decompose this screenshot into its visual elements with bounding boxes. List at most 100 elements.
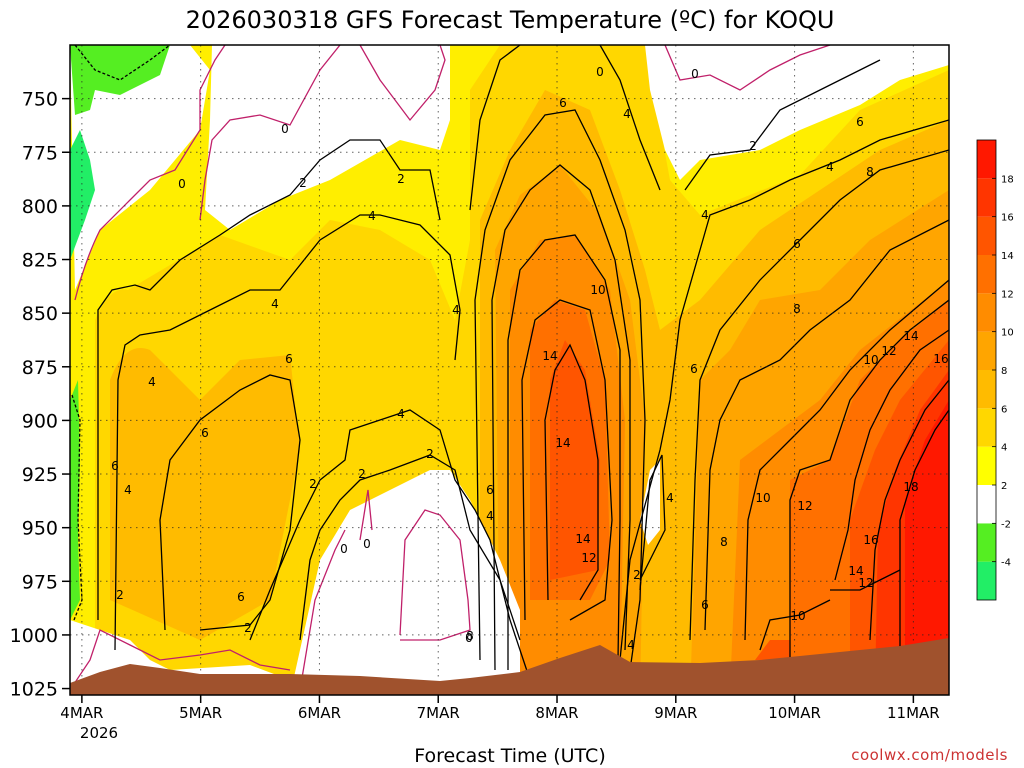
contour-8C-right [704, 219, 949, 631]
contour-label: 4 [826, 160, 834, 174]
y-tick-label: 1025 [10, 679, 58, 701]
contour-label: 2 [633, 568, 641, 582]
contour-2C-right [639, 59, 881, 591]
colorbar-tick-label: 8 [1001, 366, 1007, 377]
colorbar-segment [977, 370, 996, 409]
contour-16C [869, 379, 949, 641]
contour-label: 4 [124, 483, 132, 497]
contour-label: 2 [116, 588, 124, 602]
contour-label: 12 [858, 576, 873, 590]
fill-warm-12C [530, 300, 949, 690]
contour-label: 6 [201, 426, 209, 440]
colorbar-segment [977, 293, 996, 332]
contour-label: 0 [281, 122, 289, 136]
x-tick-label: 4MAR [60, 704, 103, 722]
contour-label: 4 [623, 107, 631, 121]
x-tick-label: 7MAR [417, 704, 460, 722]
contour-label: 0 [465, 631, 473, 645]
contour-10C-left [507, 234, 621, 670]
contour-label: 6 [111, 459, 119, 473]
contour-label: 10 [590, 283, 605, 297]
contour-label: 4 [701, 208, 709, 222]
colorbar-tick-label: 14 [1001, 251, 1014, 262]
colorbar-tick-label: 4 [1001, 443, 1007, 454]
contour-4C-right [469, 45, 949, 661]
contour-12C-right [789, 299, 949, 660]
contour-label: 4 [271, 297, 279, 311]
contour-label: 14 [848, 564, 863, 578]
grid-layer [70, 45, 949, 695]
contour-label: 12 [797, 499, 812, 513]
contour-label: 2 [299, 176, 307, 190]
colorbar-segment [977, 523, 996, 562]
y-tick-label: 975 [22, 571, 58, 593]
colorbar-tick-label: -2 [1001, 519, 1011, 530]
contour-0C-upper-left [74, 45, 226, 301]
x-axis: 4MAR 5MAR 6MAR 7MAR 8MAR 9MAR 10MAR 11MAR [60, 695, 940, 722]
contour-6C-right [474, 109, 949, 671]
contour-0C-lower-mid [299, 489, 471, 691]
contour-label: 2 [244, 621, 252, 635]
contour-label: 0 [178, 177, 186, 191]
colorbar-tick-label: 6 [1001, 404, 1007, 415]
contour-label: 4 [397, 407, 405, 421]
surface-terrain [70, 638, 949, 695]
colorbar-segment [977, 255, 996, 294]
contour-label: 2 [749, 139, 757, 153]
contour-label: 6 [856, 115, 864, 129]
colorbar-segment [977, 561, 996, 600]
colorbar: 18 16 14 12 10 8 6 4 2 -2 -4 [976, 139, 1014, 601]
y-tick-label: 875 [22, 357, 58, 379]
contour-label: 4 [452, 303, 460, 317]
contour-2C-left [97, 139, 441, 620]
contour-label: 14 [542, 349, 557, 363]
contour-label: 4 [666, 491, 674, 505]
y-tick-label: 750 [22, 89, 58, 111]
fill-warm-18C [905, 400, 949, 650]
contour-8C-left [491, 164, 631, 671]
colorbar-segment [977, 178, 996, 217]
fill-cold-below-minus4C [70, 130, 95, 260]
contour-label: 8 [866, 165, 874, 179]
contour-label: 8 [793, 302, 801, 316]
plot-frame [69, 44, 950, 696]
colorbar-tick-label: 2 [1001, 481, 1007, 492]
contour-label: 8 [466, 629, 474, 643]
contour-label: 2 [358, 467, 366, 481]
contour-label: 6 [690, 362, 698, 376]
contour-6C-left [159, 374, 301, 631]
contour-14C-right [834, 329, 949, 581]
contour-label: 6 [793, 237, 801, 251]
x-tick-label: 6MAR [298, 704, 341, 722]
colorbar-segment [977, 331, 996, 370]
colorbar-tick-label: -4 [1001, 558, 1011, 569]
contour-2C-mid [299, 454, 521, 641]
contour-label: 2 [309, 477, 317, 491]
contour-10C-right [744, 279, 949, 651]
y-tick-label: 925 [22, 464, 58, 486]
contour-0C-upper-right [664, 45, 831, 91]
contour-label: 4 [627, 638, 635, 652]
colorbar-segment [977, 485, 996, 524]
y-tick-label: 825 [22, 250, 58, 272]
contour-label: 6 [486, 483, 494, 497]
y-axis: 750 775 800 825 850 875 900 925 950 975 1000 1025 [10, 89, 70, 701]
x-tick-label: 5MAR [179, 704, 222, 722]
contour-label: 12 [581, 551, 596, 565]
y-tick-label: 850 [22, 303, 58, 325]
contour-label: 4 [148, 375, 156, 389]
contour-label: 0 [340, 542, 348, 556]
x-tick-label: 11MAR [887, 704, 940, 722]
colorbar-tick-label: 12 [1001, 289, 1014, 300]
x-tick-label: 9MAR [654, 704, 697, 722]
contour-label: 0 [691, 67, 699, 81]
fill-cold-below-minus2C [70, 45, 170, 620]
contour-label: 10 [863, 353, 878, 367]
colorbar-segment [977, 140, 996, 179]
contour-12C-left [521, 299, 613, 621]
contour-label: 8 [720, 535, 728, 549]
contour-label: 14 [575, 532, 590, 546]
contour-label: 16 [933, 352, 948, 366]
contour-4C-mid [249, 409, 531, 681]
